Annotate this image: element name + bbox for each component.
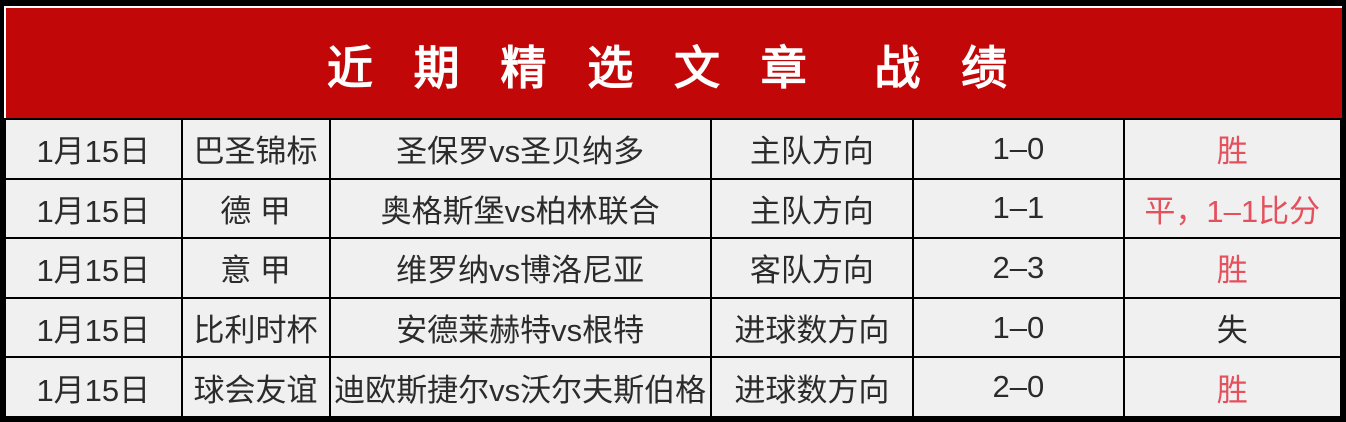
direction-cell: 进球数方向 — [709, 296, 915, 359]
table-row: 1月15日 德 甲 奥格斯堡vs柏林联合 主队方向 1–1 平，1–1比分 — [4, 177, 1342, 240]
date-cell: 1月15日 — [4, 118, 183, 180]
league-cell: 球会友谊 — [180, 356, 331, 418]
date-cell: 1月15日 — [4, 356, 183, 418]
match-cell: 迪欧斯捷尔vs沃尔夫斯伯格 — [328, 356, 712, 418]
score-cell: 1–0 — [912, 118, 1125, 180]
date-cell: 1月15日 — [4, 296, 183, 359]
score-cell: 1–0 — [912, 296, 1125, 359]
league-cell: 意 甲 — [180, 237, 331, 299]
result-cell: 胜 — [1122, 118, 1342, 180]
match-cell: 安德莱赫特vs根特 — [328, 296, 712, 359]
direction-cell: 主队方向 — [709, 118, 915, 180]
direction-cell: 主队方向 — [709, 177, 915, 240]
page-title: 近 期 精 选 文 章 战 绩 — [326, 42, 1022, 94]
table-row: 1月15日 巴圣锦标 圣保罗vs圣贝纳多 主队方向 1–0 胜 — [4, 118, 1342, 180]
result-cell: 失 — [1122, 296, 1342, 359]
direction-cell: 进球数方向 — [709, 356, 915, 418]
score-cell: 2–0 — [912, 356, 1125, 418]
table-row: 1月15日 意 甲 维罗纳vs博洛尼亚 客队方向 2–3 胜 — [4, 237, 1342, 299]
title-banner: 近 期 精 选 文 章 战 绩 — [4, 6, 1342, 118]
table-row: 1月15日 球会友谊 迪欧斯捷尔vs沃尔夫斯伯格 进球数方向 2–0 胜 — [4, 356, 1342, 418]
match-cell: 圣保罗vs圣贝纳多 — [328, 118, 712, 180]
league-cell: 德 甲 — [180, 177, 331, 240]
match-cell: 维罗纳vs博洛尼亚 — [328, 237, 712, 299]
table-row: 1月15日 比利时杯 安德莱赫特vs根特 进球数方向 1–0 失 — [4, 296, 1342, 359]
score-cell: 2–3 — [912, 237, 1125, 299]
result-cell: 胜 — [1122, 356, 1342, 418]
date-cell: 1月15日 — [4, 177, 183, 240]
result-cell: 平，1–1比分 — [1122, 177, 1342, 240]
direction-cell: 客队方向 — [709, 237, 915, 299]
match-cell: 奥格斯堡vs柏林联合 — [328, 177, 712, 240]
date-cell: 1月15日 — [4, 237, 183, 299]
score-cell: 1–1 — [912, 177, 1125, 240]
result-cell: 胜 — [1122, 237, 1342, 299]
league-cell: 巴圣锦标 — [180, 118, 331, 180]
results-table: 1月15日 巴圣锦标 圣保罗vs圣贝纳多 主队方向 1–0 胜 1月15日 德 … — [4, 118, 1342, 418]
league-cell: 比利时杯 — [180, 296, 331, 359]
